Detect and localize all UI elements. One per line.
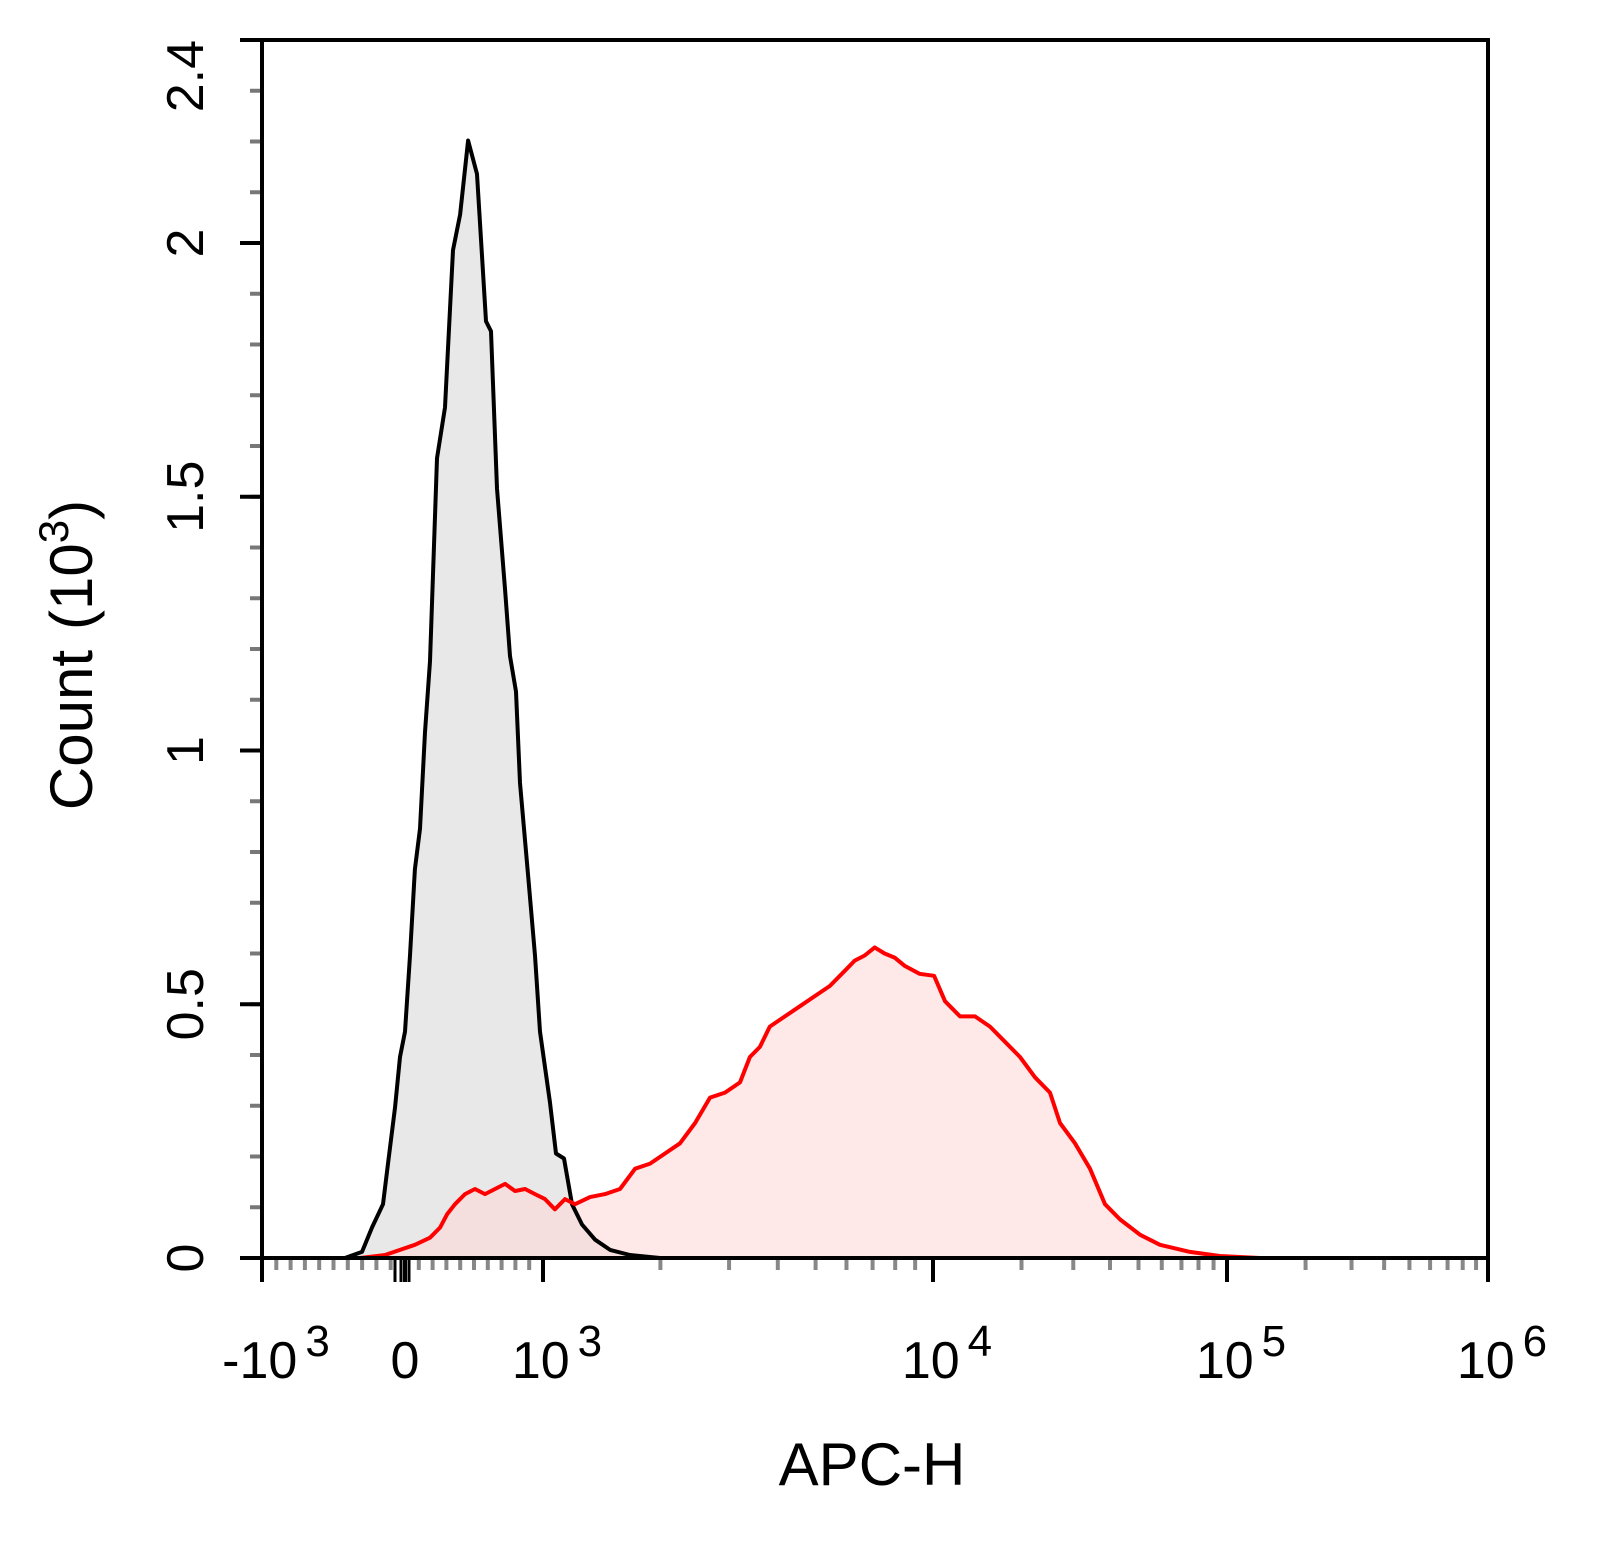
x-tick-base: 10 bbox=[902, 1332, 960, 1390]
y-axis-label: Count(103) bbox=[30, 500, 105, 810]
x-axis-label: APC-H bbox=[779, 1431, 966, 1498]
x-tick-base: 10 bbox=[1457, 1332, 1515, 1390]
series-0-fill bbox=[344, 140, 660, 1258]
x-tick-exponent: 4 bbox=[968, 1317, 992, 1366]
y-tick-label: 0.5 bbox=[157, 968, 215, 1040]
x-tick-label: -10 3 bbox=[222, 1317, 330, 1390]
tick-labels: 00.511.522.4-10 3 0 10 3 10 4 10 5 10 6 bbox=[157, 40, 1547, 1390]
x-tick-exponent: 3 bbox=[578, 1317, 602, 1366]
series-1-fill bbox=[359, 947, 1301, 1258]
x-tick-exponent: 3 bbox=[305, 1317, 329, 1366]
x-tick-label: 10 6 bbox=[1457, 1317, 1547, 1390]
y-tick-label: 2 bbox=[157, 229, 215, 258]
plot-frame bbox=[260, 38, 1490, 1260]
y-tick-label: 1 bbox=[157, 736, 215, 765]
series-1-line bbox=[359, 945, 1301, 1260]
y-tick-label: 2.4 bbox=[157, 40, 215, 112]
series-layer bbox=[262, 138, 1488, 1260]
x-tick-base: 0 bbox=[391, 1332, 420, 1390]
x-tick-label: 0 bbox=[391, 1332, 420, 1390]
y-tick-label: 0 bbox=[157, 1244, 215, 1273]
x-tick-exponent: 5 bbox=[1262, 1317, 1286, 1366]
x-tick-exponent: 6 bbox=[1523, 1317, 1547, 1366]
series-0-line bbox=[344, 138, 661, 1260]
x-tick-base: -10 bbox=[222, 1332, 297, 1390]
x-tick-base: 10 bbox=[1196, 1332, 1254, 1390]
x-tick-base: 10 bbox=[512, 1332, 570, 1390]
x-tick-label: 10 4 bbox=[902, 1317, 992, 1390]
x-tick-label: 10 3 bbox=[512, 1317, 602, 1390]
y-tick-label: 1.5 bbox=[157, 461, 215, 533]
x-tick-label: 10 5 bbox=[1196, 1317, 1286, 1390]
